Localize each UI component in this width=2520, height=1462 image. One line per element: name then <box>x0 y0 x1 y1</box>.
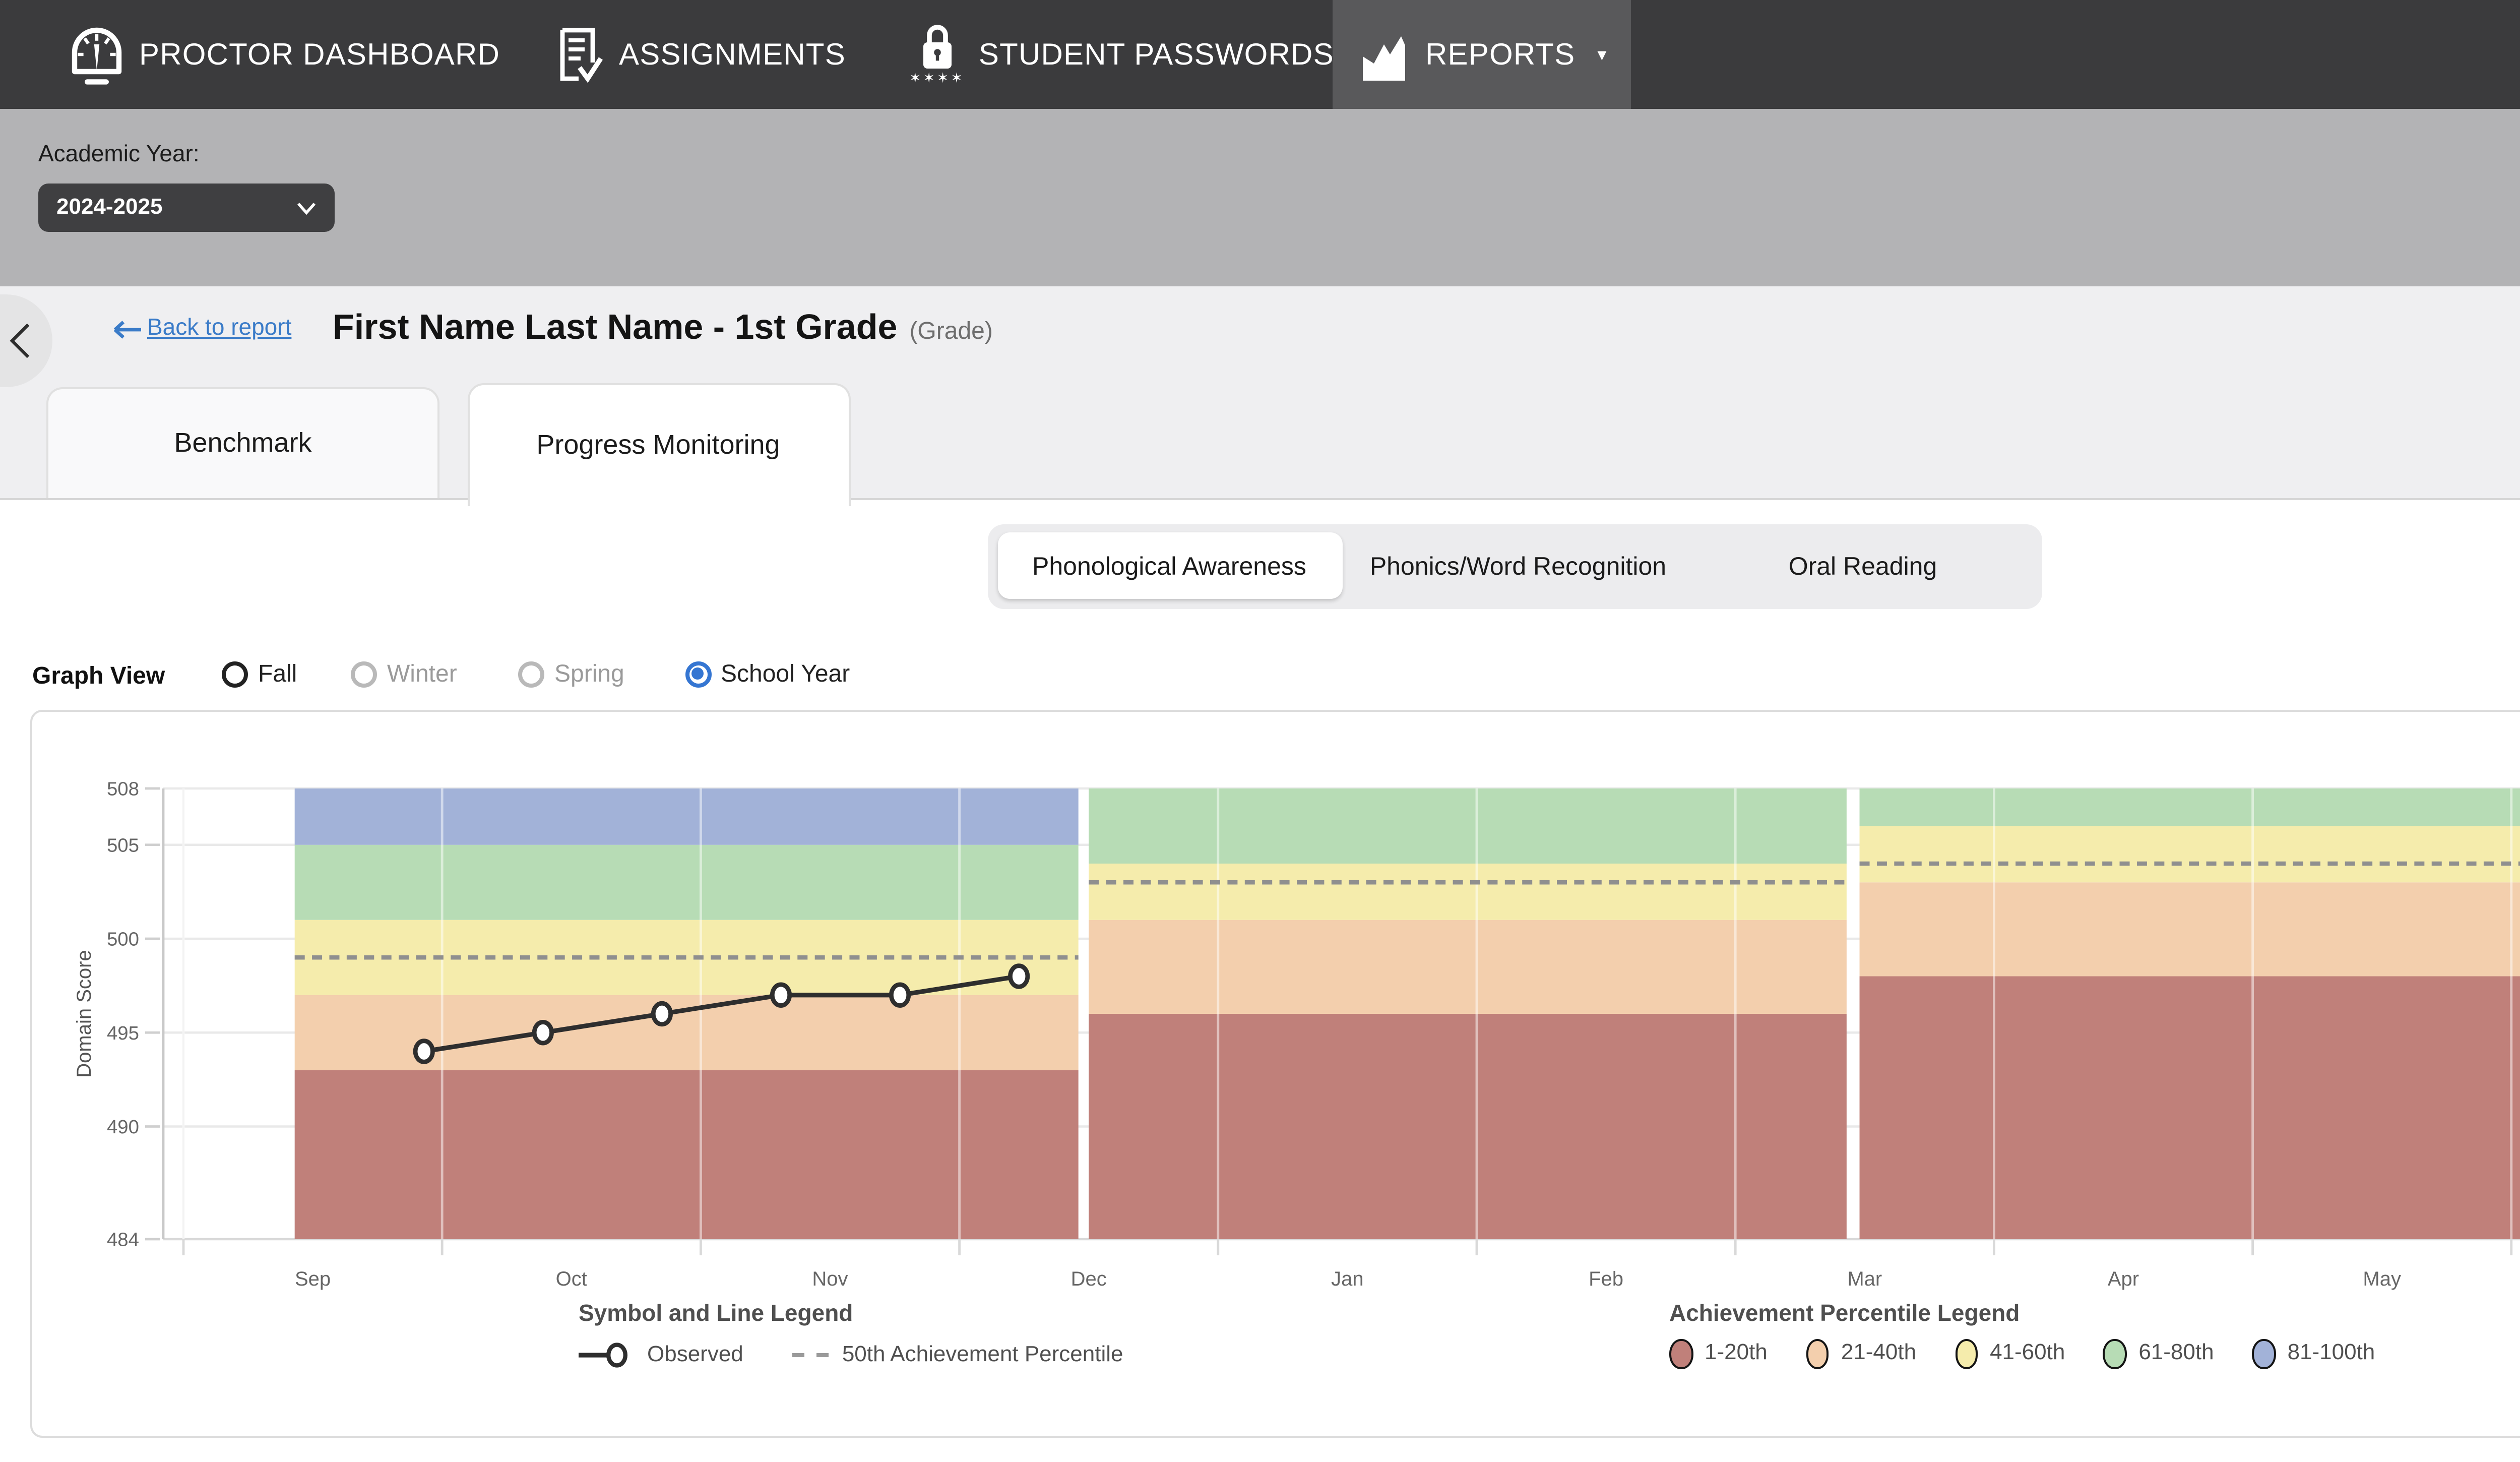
student-name: First Name Last Name - 1st Grade <box>333 307 897 349</box>
tab-benchmark[interactable]: Benchmark <box>46 386 439 497</box>
percentile-swatch <box>1669 1339 1692 1368</box>
arrow-left-icon <box>111 318 143 340</box>
x-month-label: Sep <box>295 1268 331 1290</box>
x-month-label: Apr <box>2108 1268 2139 1290</box>
percentile-legend-title: Achievement Percentile Legend <box>1669 1303 2375 1327</box>
radio-fall[interactable]: Fall <box>222 659 297 688</box>
median-label: 50th Achievement Percentile <box>842 1343 1123 1367</box>
percentile-band-spring-41-60th <box>1860 826 2520 883</box>
observed-point[interactable] <box>534 1022 551 1043</box>
observed-point[interactable] <box>415 1041 432 1062</box>
percentile-band-winter-61-80th <box>1089 788 1847 864</box>
observed-point[interactable] <box>653 1003 670 1024</box>
y-tick-label: 508 <box>107 778 139 800</box>
radio-circle <box>684 660 711 687</box>
percentile-band-spring-21-40th <box>1860 882 2520 976</box>
symbol-line-legend: Symbol and Line Legend Observed 50th Ach… <box>579 1303 1123 1369</box>
observed-point[interactable] <box>891 985 908 1006</box>
academic-year-label: Academic Year: <box>38 143 200 167</box>
chevron-down-icon: ▾ <box>1597 43 1607 66</box>
x-month-label: Dec <box>1071 1268 1107 1290</box>
observed-point[interactable] <box>772 985 789 1006</box>
achievement-percentile-legend: Achievement Percentile Legend 1-20th 21-4… <box>1669 1303 2375 1368</box>
chevron-down-icon <box>296 201 317 215</box>
percentile-legend-item: 21-40th <box>1806 1339 1916 1368</box>
observed-label: Observed <box>647 1343 743 1367</box>
percentile-band-fall-81-100th <box>295 788 1079 845</box>
y-tick-label: 495 <box>107 1022 139 1044</box>
page-title: First Name Last Name - 1st Grade (Grade) <box>333 307 993 349</box>
percentile-band-spring-1-20th <box>1860 977 2520 1240</box>
x-month-label: Jan <box>1331 1268 1364 1290</box>
grade-suffix: (Grade) <box>909 317 992 345</box>
x-month-label: May <box>2363 1268 2401 1290</box>
x-month-label: Feb <box>1589 1268 1623 1290</box>
radio-winter[interactable]: Winter <box>351 659 457 688</box>
checklist-icon <box>556 26 605 83</box>
nav-label: PROCTOR DASHBOARD <box>139 37 500 72</box>
percentile-band-winter-21-40th <box>1089 920 1847 1014</box>
nav-item-student-passwords[interactable]: ✶✶✶✶ STUDENT PASSWORDS <box>909 0 1334 109</box>
percentile-swatch <box>1806 1339 1829 1368</box>
chart-icon <box>1357 27 1411 82</box>
percentile-band-winter-1-20th <box>1089 1014 1847 1239</box>
y-tick-label: 505 <box>107 834 139 856</box>
percentile-band-fall-21-40th <box>295 995 1079 1070</box>
nav-item-proctor-dashboard[interactable]: PROCTOR DASHBOARD <box>69 0 500 109</box>
percentile-legend-item: 81-100th <box>2252 1339 2375 1368</box>
percentile-band-winter-41-60th <box>1089 864 1847 920</box>
nav-item-reports[interactable]: REPORTS ▾ <box>1333 0 1631 109</box>
percentile-legend-item: 41-60th <box>1955 1339 2065 1368</box>
tabs-bottom-divider <box>0 497 2520 500</box>
password-stars: ✶✶✶✶ <box>909 73 965 87</box>
percentile-band-spring-61-80th <box>1860 788 2520 826</box>
back-to-report-link[interactable]: Back to report <box>111 317 291 341</box>
tab-progress-monitoring[interactable]: Progress Monitoring <box>467 383 850 505</box>
y-tick-label: 500 <box>107 929 139 950</box>
percentile-swatch <box>1955 1339 1978 1368</box>
nav-label: REPORTS <box>1425 37 1575 72</box>
percentile-swatch <box>2103 1339 2126 1368</box>
subheader-bar <box>0 109 2520 286</box>
nav-label: STUDENT PASSWORDS <box>979 37 1334 72</box>
nav-item-assignments[interactable]: ASSIGNMENTS <box>556 0 846 109</box>
nav-label: ASSIGNMENTS <box>619 37 846 72</box>
academic-year-value: 2024-2025 <box>56 196 162 220</box>
tab-phonological-awareness[interactable]: Phonological Awareness <box>997 532 1342 599</box>
lock-icon <box>917 22 957 71</box>
radio-circle <box>351 660 377 687</box>
dashed-line-icon <box>792 1353 828 1357</box>
percentile-swatch <box>2252 1339 2276 1368</box>
percentile-legend-item: 1-20th <box>1669 1339 1768 1368</box>
graph-view-label: Graph View <box>32 661 165 690</box>
domain-tab-group: Phonological Awareness Phonics/Word Reco… <box>987 523 2041 608</box>
tab-oral-reading[interactable]: Oral Reading <box>1694 532 2031 599</box>
observed-point[interactable] <box>1010 966 1027 987</box>
y-axis-title: Domain Score <box>73 950 95 1077</box>
percentile-band-fall-61-80th <box>295 845 1079 920</box>
symbol-legend-title: Symbol and Line Legend <box>579 1303 1123 1327</box>
x-month-label: Mar <box>1847 1268 1882 1290</box>
percentile-band-fall-1-20th <box>295 1070 1079 1239</box>
top-navbar: PROCTOR DASHBOARD ASSIGNMENTS ✶✶✶✶ <box>0 0 2520 109</box>
chevron-left-icon <box>8 323 32 359</box>
y-tick-label: 490 <box>107 1116 139 1138</box>
radio-spring[interactable]: Spring <box>518 659 624 688</box>
x-month-label: Nov <box>812 1268 848 1290</box>
tab-phonics-word-recognition[interactable]: Phonics/Word Recognition <box>1342 532 1694 599</box>
percentile-legend-item: 61-80th <box>2103 1339 2214 1368</box>
academic-year-select[interactable]: 2024-2025 <box>38 184 335 232</box>
radio-school-year[interactable]: School Year <box>684 659 850 688</box>
y-tick-label: 484 <box>107 1229 139 1251</box>
gauge-icon <box>69 22 125 87</box>
x-month-label: Oct <box>556 1268 587 1290</box>
radio-circle <box>518 660 544 687</box>
radio-circle <box>222 660 248 687</box>
observed-marker-icon <box>579 1341 633 1369</box>
